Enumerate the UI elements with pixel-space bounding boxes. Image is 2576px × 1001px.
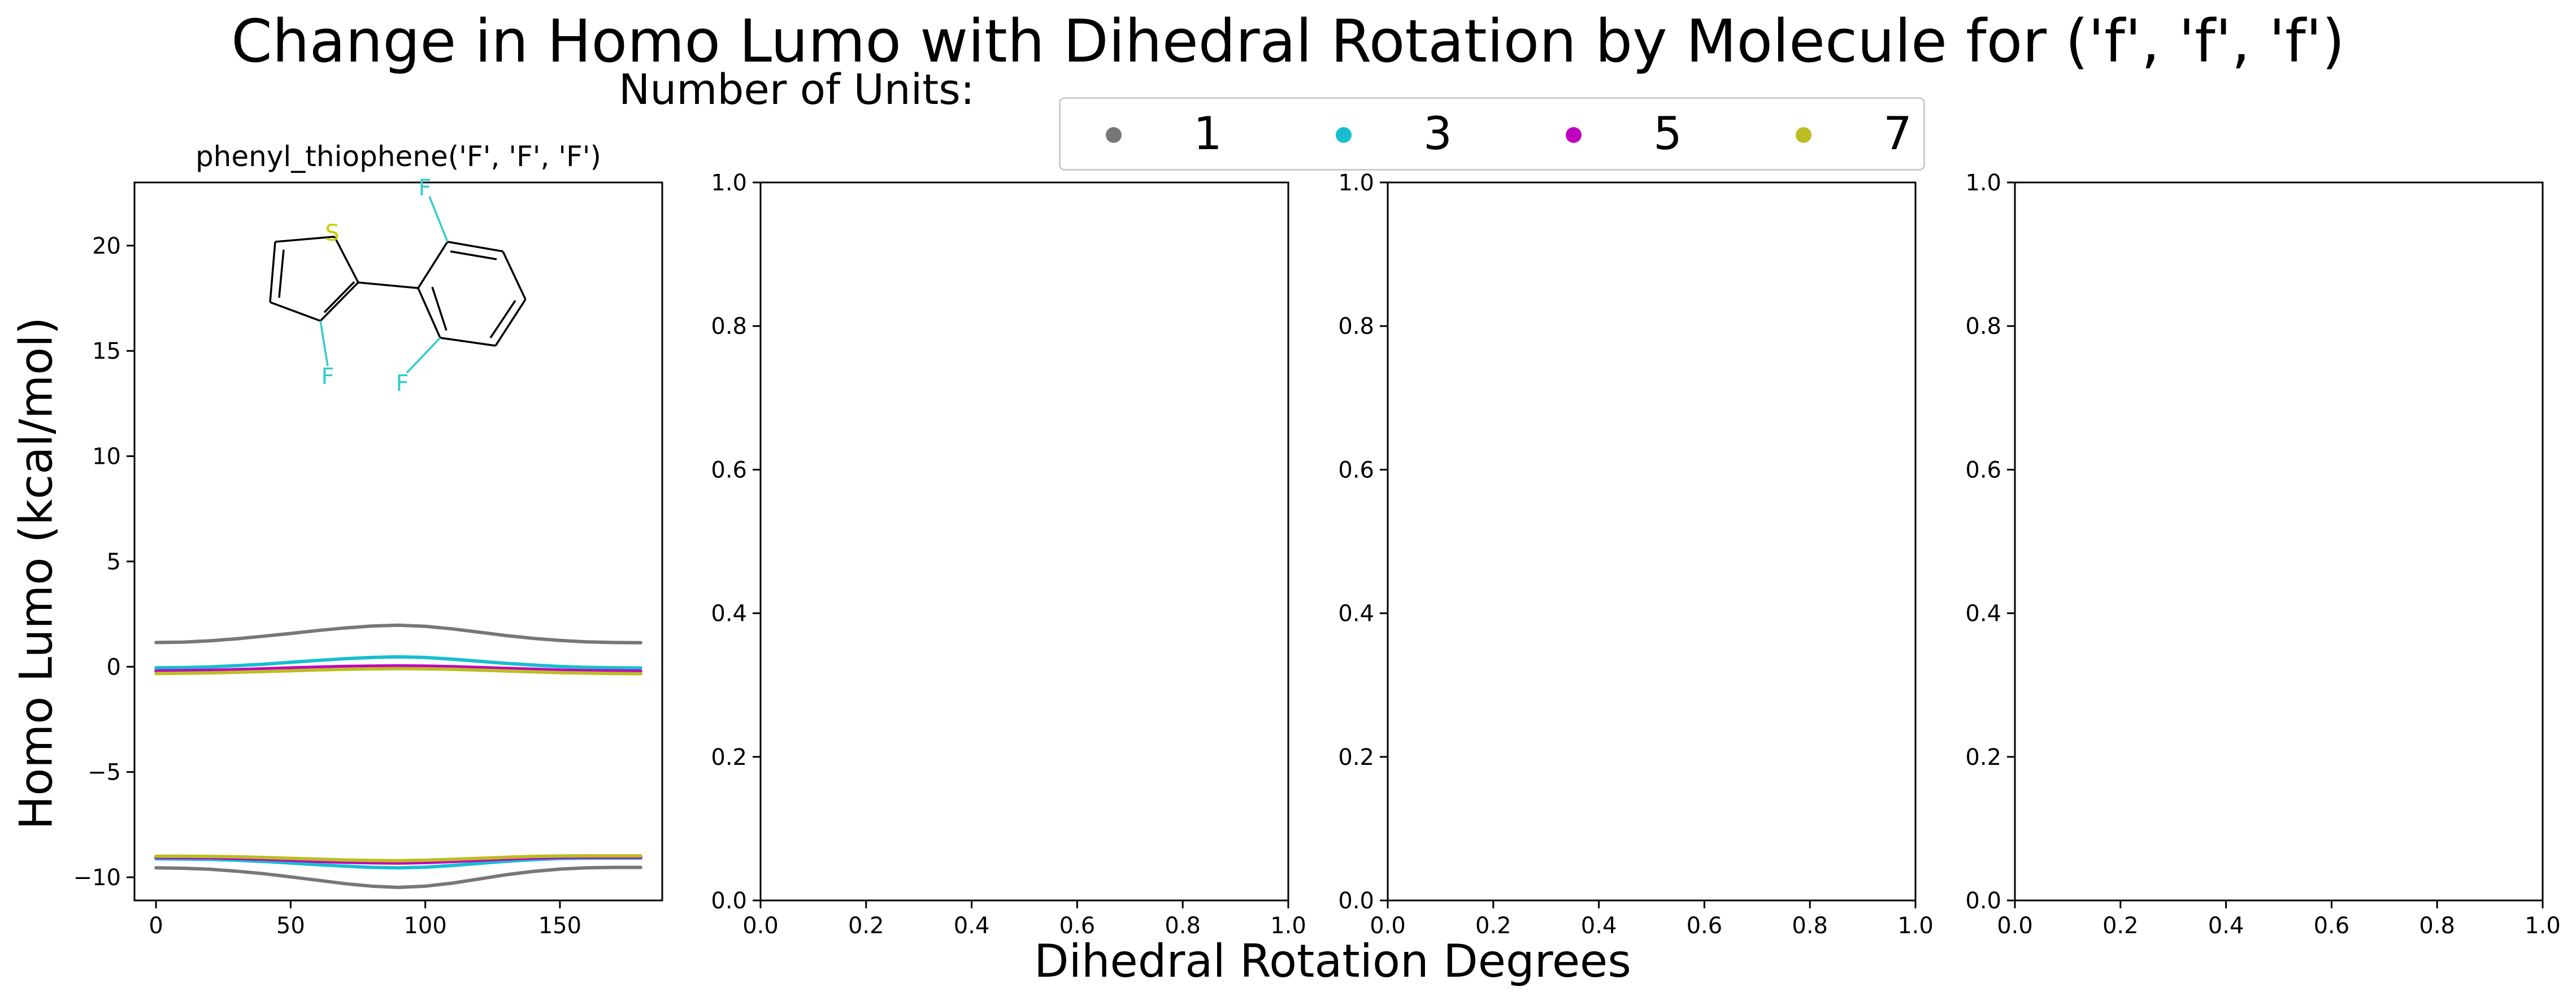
series-line-1 xyxy=(154,623,642,645)
legend-marker-icon xyxy=(1336,127,1352,143)
x-tick-label: 0 xyxy=(149,913,163,939)
atom-label-f: F xyxy=(396,371,409,397)
x-tick-label: 1.0 xyxy=(1270,913,1306,939)
series-line-5 xyxy=(154,664,642,673)
figure-title: Change in Homo Lumo with Dihedral Rotati… xyxy=(231,7,2345,76)
y-tick-label: 0.8 xyxy=(1338,314,1374,340)
y-tick-label: 1.0 xyxy=(1965,170,2001,196)
axes-panel-2: 0.0 0.2 0.4 0.6 0.8 1.0 0.0 0.2 0.4 0.6 0.8 1.0 xyxy=(711,170,1306,939)
axes-frame xyxy=(2014,181,2544,902)
axes-panel-4: 0.0 0.2 0.4 0.6 0.8 1.0 0.0 0.2 0.4 0.6 0.8 1.0 xyxy=(1965,170,2560,939)
x-tick-label: 0.4 xyxy=(954,913,990,939)
x-tick-label: 100 xyxy=(403,913,446,939)
series-line-1 xyxy=(154,865,642,889)
y-tick-label: 0.6 xyxy=(711,457,747,483)
y-tick-label: 0.0 xyxy=(711,888,747,914)
legend-label: 5 xyxy=(1653,107,1682,160)
series-line-7 xyxy=(154,667,642,676)
legend-label: 1 xyxy=(1193,107,1222,160)
y-tick-label: 0.4 xyxy=(711,601,747,627)
y-tick-label: 0.8 xyxy=(711,314,747,340)
x-tick-label: 0.4 xyxy=(2208,913,2244,939)
axes-panel-1: 0 50 100 150 −10 −5 0 5 10 15 20 xyxy=(73,181,663,939)
axes-frame xyxy=(759,181,1289,902)
x-tick-label: 1.0 xyxy=(1897,913,1934,939)
molecule-structure-image: S F F F xyxy=(269,175,527,397)
y-tick-label: 0.0 xyxy=(1965,888,2001,914)
legend-label: 7 xyxy=(1883,107,1912,160)
x-axis-label: Dihedral Rotation Degrees xyxy=(1034,935,1631,987)
legend-marker-icon xyxy=(1796,127,1812,143)
y-tick-label: 0.2 xyxy=(1965,745,2001,771)
y-tick-label: 0.6 xyxy=(1965,457,2001,483)
series-line-3 xyxy=(154,655,642,670)
atom-label-s: S xyxy=(325,220,339,246)
x-tick-label: 0.6 xyxy=(1687,913,1723,939)
y-tick-label: 0.2 xyxy=(711,745,747,771)
y-tick-label: 0.8 xyxy=(1965,314,2001,340)
legend-label: 3 xyxy=(1423,107,1452,160)
legend-marker-icon xyxy=(1106,127,1122,143)
x-tick-label: 50 xyxy=(276,913,305,939)
y-tick-label: 20 xyxy=(92,233,121,259)
legend-marker-icon xyxy=(1566,127,1582,143)
legend: 1 3 5 7 xyxy=(1059,97,1925,171)
y-tick-label: 0.4 xyxy=(1965,601,2001,627)
y-tick-label: −10 xyxy=(73,865,121,891)
y-tick-label: 0.0 xyxy=(1338,888,1374,914)
y-tick-label: 0 xyxy=(107,654,121,680)
y-tick-label: 0.6 xyxy=(1338,457,1374,483)
y-tick-label: 15 xyxy=(92,338,121,364)
series-line-7 xyxy=(154,854,642,863)
atom-label-f: F xyxy=(418,175,431,201)
y-tick-label: 0.4 xyxy=(1338,601,1374,627)
x-tick-label: 0.4 xyxy=(1581,913,1617,939)
x-tick-label: 0.8 xyxy=(1165,913,1201,939)
axes-panel-3: 0.0 0.2 0.4 0.6 0.8 1.0 0.0 0.2 0.4 0.6 0.8 1.0 xyxy=(1338,170,1933,939)
y-tick-label: 0.2 xyxy=(1338,745,1374,771)
x-tick-label: 0.8 xyxy=(2419,913,2455,939)
x-tick-label: 0.2 xyxy=(2102,913,2139,939)
y-tick-label: −5 xyxy=(88,760,121,786)
x-tick-label: 0.0 xyxy=(742,913,779,939)
x-tick-label: 0.2 xyxy=(1475,913,1511,939)
x-tick-label: 1.0 xyxy=(2525,913,2561,939)
y-axis-label: Homo Lumo (kcal/mol) xyxy=(10,317,63,830)
y-tick-label: 5 xyxy=(107,549,121,575)
x-tick-label: 0.2 xyxy=(848,913,884,939)
x-tick-label: 150 xyxy=(538,913,581,939)
axes-frame xyxy=(1387,181,1917,902)
x-tick-label: 0.0 xyxy=(1997,913,2033,939)
legend-title: Number of Units: xyxy=(619,66,975,114)
x-tick-label: 0.6 xyxy=(1059,913,1096,939)
y-tick-label: 1.0 xyxy=(711,170,747,196)
x-tick-label: 0.6 xyxy=(2314,913,2350,939)
x-tick-label: 0.0 xyxy=(1370,913,1406,939)
y-tick-label: 1.0 xyxy=(1338,170,1374,196)
atom-label-f: F xyxy=(321,364,334,390)
axes-frame xyxy=(133,181,663,902)
y-tick-label: 10 xyxy=(92,444,121,470)
panel-title: phenyl_thiophene('F', 'F', 'F') xyxy=(190,140,606,173)
x-tick-label: 0.8 xyxy=(1792,913,1828,939)
